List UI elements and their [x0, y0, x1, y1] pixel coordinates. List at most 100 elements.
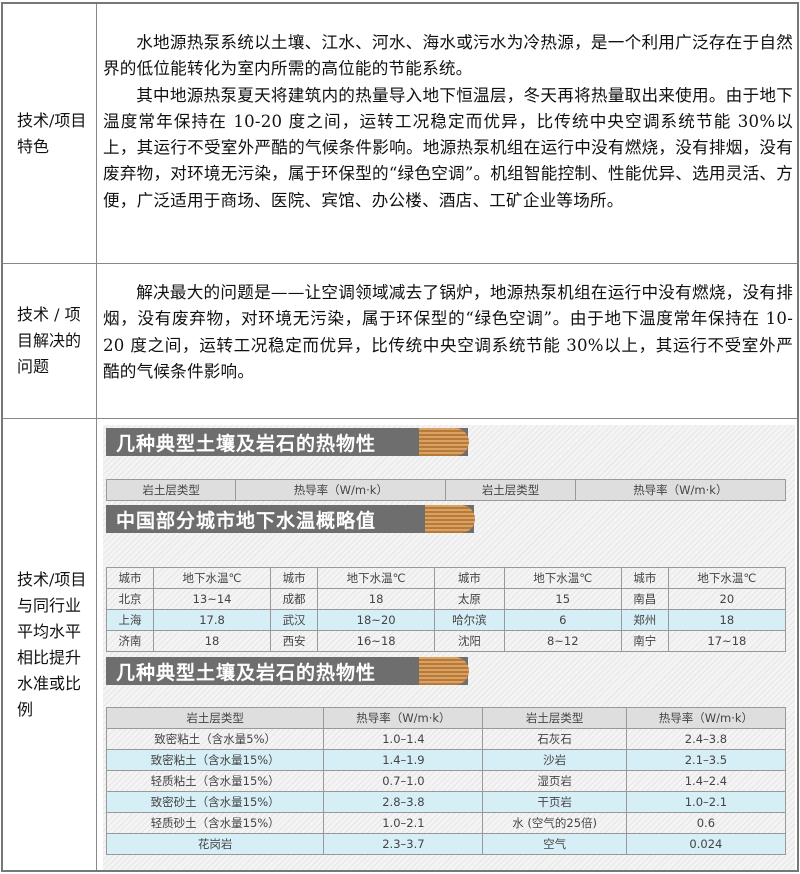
row-comparison: 技术/项目与同行业平均水平相比提升水准或比例 — [3, 419, 797, 870]
paragraph: 解决最大的问题是——让空调领域减去了锅炉，地源热泵机组在运行中没有燃烧，没有排烟… — [103, 283, 793, 381]
table-cell: 热导率（W/m·k） — [323, 707, 484, 729]
table-cell: 0.7–1.0 — [323, 770, 484, 792]
table-cell: 太原 — [434, 588, 505, 610]
table-cell: 热导率（W/m·k） — [574, 479, 787, 501]
table-cell: 石灰石 — [482, 728, 627, 750]
table-cell: 1.4–2.4 — [625, 770, 787, 792]
table-cell: 18 — [667, 609, 787, 631]
table-cell: 17~18 — [667, 630, 787, 652]
table-cell: 热导率（W/m·k） — [235, 479, 447, 501]
embedded-figure: 几种典型土壤及岩石的热物性 岩土层类型 热导率（W/m·k） 岩土层类型 热导率（W/… — [103, 425, 795, 870]
soil-table: 岩土层类型 热导率（W/m·k） 岩土层类型 热导率（W/m·k） 致密粘土（含水量5%… — [105, 707, 787, 855]
table-cell: 郑州 — [620, 609, 669, 631]
table-cell: 岩土层类型 — [105, 707, 325, 729]
table-cell: 岩土层类型 — [482, 707, 627, 729]
title-text: 几种典型土壤及岩石的热物性 — [116, 661, 377, 684]
table-cell: 地下水温℃ — [317, 567, 436, 589]
table-cell: 1.0–2.1 — [323, 812, 484, 834]
table-cell: 18~20 — [317, 609, 436, 631]
table-row: 致密砂土（含水量15%） 2.8–3.8 干页岩 1.0–2.1 — [105, 791, 787, 813]
decor-icon — [425, 505, 475, 533]
table-cell: 武汉 — [270, 609, 319, 631]
table-row: 岩土层类型 热导率（W/m·k） 岩土层类型 热导率（W/m·k） — [105, 707, 787, 729]
table-cell: 花岗岩 — [105, 833, 325, 855]
table-cell: 致密砂土（含水量15%） — [105, 791, 325, 813]
table-cell: 沙岩 — [482, 749, 627, 771]
table-cell: 地下水温℃ — [152, 567, 272, 589]
water-temp-table: 城市 地下水温℃ 城市 地下水温℃ 城市 地下水温℃ 城市 地下水温℃ 北京 13~14 成都 18 太… — [106, 567, 787, 652]
table-cell: 南宁 — [620, 630, 669, 652]
title-text: 中国部分城市地下水温概略值 — [116, 509, 377, 532]
table-cell: 湿页岩 — [482, 770, 627, 792]
table-cell: 20 — [667, 588, 787, 610]
paragraph: 其中地源热泵夏天将建筑内的热量导入地下恒温层，冬天再将热量取出来使用。由于地下温… — [103, 85, 793, 210]
table-cell: 水 (空气的25倍) — [482, 812, 627, 834]
table-cell: 干页岩 — [482, 791, 627, 813]
table-row: 上海 17.8 武汉 18~20 哈尔滨 6 郑州 18 — [106, 609, 787, 631]
table-cell: 17.8 — [152, 609, 272, 631]
table-cell: 岩土层类型 — [445, 479, 576, 501]
figure-title-water: 中国部分城市地下水温概略值 — [106, 505, 475, 533]
figure-title-soil: 几种典型土壤及岩石的热物性 — [106, 428, 469, 456]
soil-header-table: 岩土层类型 热导率（W/m·k） 岩土层类型 热导率（W/m·k） — [105, 479, 787, 501]
table-cell: 15 — [503, 588, 622, 610]
table-cell: 地下水温℃ — [667, 567, 787, 589]
table-cell: 城市 — [106, 567, 154, 589]
table-cell: 0.024 — [625, 833, 787, 855]
table-cell: 1.4–1.9 — [323, 749, 484, 771]
table-cell: 0.6 — [625, 812, 787, 834]
table-cell: 北京 — [106, 588, 154, 610]
row-problems: 技术 / 项目解决的问题 解决最大的问题是——让空调领域减去了锅炉，地源热泵机组… — [3, 264, 797, 419]
table-cell: 城市 — [434, 567, 505, 589]
row-label: 技术 / 项目解决的问题 — [3, 264, 97, 418]
table-cell: 济南 — [106, 630, 154, 652]
table-row: 岩土层类型 热导率（W/m·k） 岩土层类型 热导率（W/m·k） — [105, 479, 787, 501]
row-label: 技术/项目与同行业平均水平相比提升水准或比例 — [3, 419, 97, 870]
table-cell: 2.4–3.8 — [625, 728, 787, 750]
decor-icon — [419, 428, 469, 456]
table-cell: 沈阳 — [434, 630, 505, 652]
title-text: 几种典型土壤及岩石的热物性 — [116, 432, 377, 455]
table-cell: 热导率（W/m·k） — [625, 707, 787, 729]
table-cell: 地下水温℃ — [503, 567, 622, 589]
table-cell: 2.1–3.5 — [625, 749, 787, 771]
row-text: 解决最大的问题是——让空调领域减去了锅炉，地源热泵机组在运行中没有燃烧，没有排烟… — [103, 280, 793, 385]
row-text: 水地源热泵系统以土壤、江水、河水、海水或污水为冷热源，是一个利用广泛存在于自然界… — [103, 30, 793, 214]
paragraph: 水地源热泵系统以土壤、江水、河水、海水或污水为冷热源，是一个利用广泛存在于自然界… — [103, 33, 793, 79]
table-cell: 13~14 — [152, 588, 272, 610]
decor-icon — [419, 657, 469, 685]
table-cell: 空气 — [482, 833, 627, 855]
table-row: 济南 18 西安 16~18 沈阳 8~12 南宁 17~18 — [106, 630, 787, 652]
table-row: 轻质砂土（含水量15%） 1.0–2.1 水 (空气的25倍) 0.6 — [105, 812, 787, 834]
table-row: 城市 地下水温℃ 城市 地下水温℃ 城市 地下水温℃ 城市 地下水温℃ — [106, 567, 787, 589]
table-cell: 成都 — [270, 588, 319, 610]
table-cell: 城市 — [270, 567, 319, 589]
table-cell: 18 — [317, 588, 436, 610]
table-row: 花岗岩 2.3–3.7 空气 0.024 — [105, 833, 787, 855]
table-cell: 轻质砂土（含水量15%） — [105, 812, 325, 834]
table-cell: 上海 — [106, 609, 154, 631]
table-cell: 18 — [152, 630, 272, 652]
table-cell: 1.0–2.1 — [625, 791, 787, 813]
table-cell: 16~18 — [317, 630, 436, 652]
table-cell: 2.3–3.7 — [323, 833, 484, 855]
row-features: 技术/项目特色 水地源热泵系统以土壤、江水、河水、海水或污水为冷热源，是一个利用… — [3, 4, 797, 264]
table-row: 北京 13~14 成都 18 太原 15 南昌 20 — [106, 588, 787, 610]
table-cell: 南昌 — [620, 588, 669, 610]
table-cell: 致密粘土（含水量15%） — [105, 749, 325, 771]
table-cell: 西安 — [270, 630, 319, 652]
table-cell: 8~12 — [503, 630, 622, 652]
figure-title-soil-2: 几种典型土壤及岩石的热物性 — [106, 657, 469, 685]
table-row: 轻质粘土（含水量15%） 0.7–1.0 湿页岩 1.4–2.4 — [105, 770, 787, 792]
table-cell: 哈尔滨 — [434, 609, 505, 631]
table-cell: 城市 — [620, 567, 669, 589]
table-cell: 2.8–3.8 — [323, 791, 484, 813]
table-cell: 致密粘土（含水量5%） — [105, 728, 325, 750]
row-label: 技术/项目特色 — [3, 4, 97, 263]
table-row: 致密粘土（含水量5%） 1.0–1.4 石灰石 2.4–3.8 — [105, 728, 787, 750]
table-row: 致密粘土（含水量15%） 1.4–1.9 沙岩 2.1–3.5 — [105, 749, 787, 771]
table-cell: 轻质粘土（含水量15%） — [105, 770, 325, 792]
table-cell: 岩土层类型 — [105, 479, 237, 501]
table-cell: 6 — [503, 609, 622, 631]
